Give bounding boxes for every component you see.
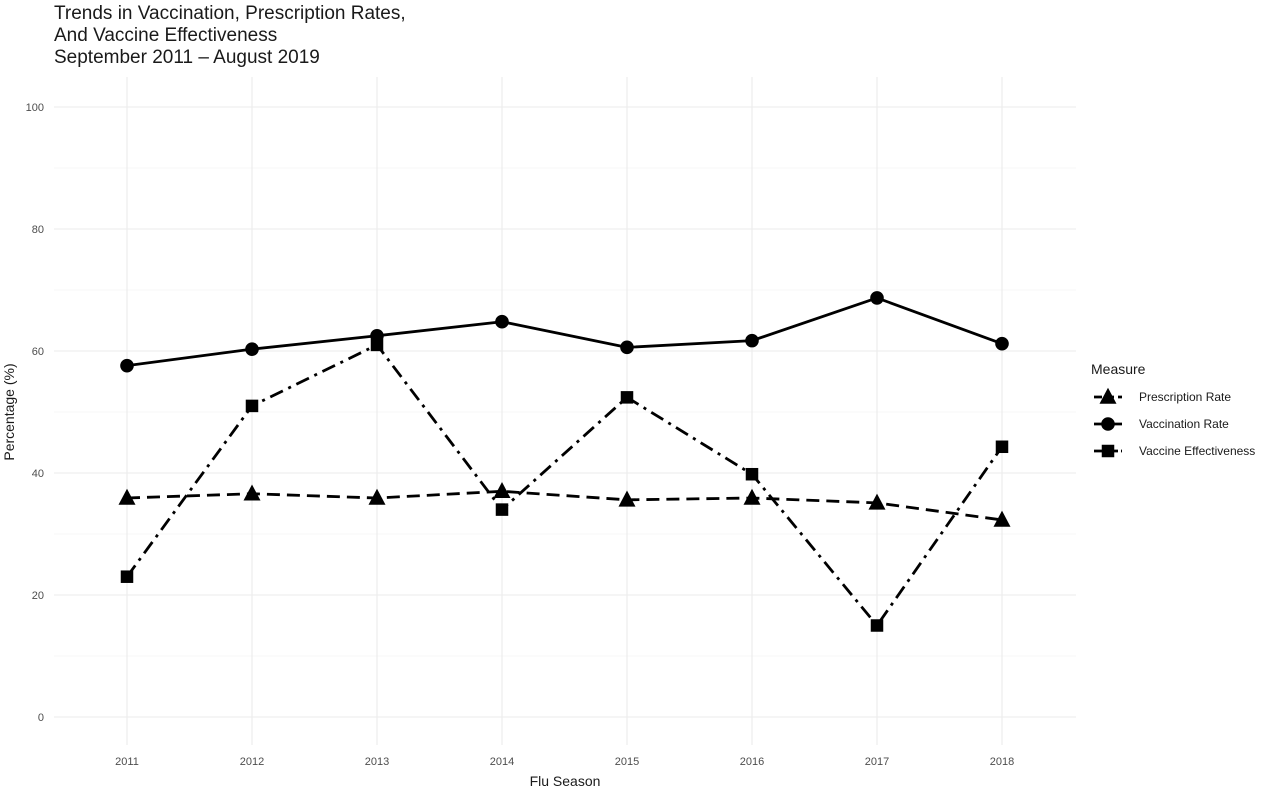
x-tick-label: 2014	[490, 756, 514, 768]
legend-item-vaccine-effectiveness: Vaccine Effectiveness	[1094, 444, 1255, 458]
data-point-prescription-rate	[368, 488, 386, 505]
data-point-vaccine-effectiveness	[370, 338, 384, 352]
y-tick-label: 100	[26, 102, 44, 114]
series-lines	[125, 296, 1004, 627]
y-tick-label: 60	[32, 346, 44, 358]
chart-title: Trends in Vaccination, Prescription Rate…	[54, 3, 406, 68]
chart-title-line-1: Trends in Vaccination, Prescription Rate…	[54, 3, 406, 24]
legend-key-marker	[1099, 387, 1117, 404]
y-tick-label: 0	[38, 712, 44, 724]
x-tick-label: 2015	[615, 756, 639, 768]
x-axis-title: Flu Season	[530, 773, 601, 789]
series-line-vaccination-rate	[126, 296, 1003, 368]
series-line-prescription-rate	[126, 489, 1003, 522]
data-point-prescription-rate	[243, 484, 261, 501]
y-tick-label: 20	[32, 590, 44, 602]
y-axis-tick-labels: 0 20 40 60 80 100	[26, 102, 44, 724]
chart-title-line-2: And Vaccine Effectiveness	[54, 25, 277, 46]
chart-title-line-3: September 2011 – August 2019	[54, 47, 320, 68]
x-tick-label: 2018	[990, 756, 1014, 768]
legend-title: Measure	[1091, 361, 1146, 377]
y-tick-label: 80	[32, 224, 44, 236]
data-point-vaccination-rate	[495, 314, 509, 329]
data-point-prescription-rate	[743, 488, 761, 505]
data-point-vaccine-effectiveness	[120, 570, 134, 583]
data-point-vaccination-rate	[870, 291, 884, 305]
series-line-vaccine-effectiveness	[125, 343, 1004, 627]
legend-label: Vaccine Effectiveness	[1139, 444, 1255, 458]
data-point-vaccination-rate	[995, 336, 1009, 351]
x-tick-label: 2013	[365, 756, 389, 768]
plot-gridlines	[54, 77, 1076, 745]
x-tick-label: 2012	[240, 756, 264, 768]
data-point-vaccine-effectiveness	[245, 399, 259, 413]
data-point-vaccination-rate	[620, 340, 634, 355]
legend-item-prescription-rate: Prescription Rate	[1094, 387, 1231, 404]
data-point-vaccine-effectiveness	[995, 440, 1009, 454]
legend-key-marker	[1101, 444, 1115, 458]
data-point-prescription-rate	[868, 493, 886, 510]
y-tick-label: 40	[32, 468, 44, 480]
data-point-vaccine-effectiveness	[745, 467, 759, 481]
y-axis-title: Percentage (%)	[1, 363, 17, 460]
legend-label: Prescription Rate	[1139, 390, 1231, 404]
x-axis-tick-labels: 2011 2012 2013 2014 2015 2016 2017 2018	[115, 756, 1014, 768]
data-point-vaccine-effectiveness	[620, 391, 634, 404]
x-tick-label: 2017	[865, 756, 889, 768]
data-point-vaccination-rate	[745, 333, 759, 348]
legend-label: Vaccination Rate	[1139, 417, 1229, 431]
data-point-vaccination-rate	[120, 358, 134, 373]
data-point-vaccine-effectiveness	[870, 619, 884, 632]
legend-items: Prescription Rate Vaccination Rate Vaccine…	[1094, 387, 1255, 458]
series-markers	[118, 291, 1011, 632]
data-point-vaccine-effectiveness	[495, 503, 509, 516]
legend-item-vaccination-rate: Vaccination Rate	[1094, 417, 1229, 431]
data-point-prescription-rate	[493, 482, 511, 499]
data-point-prescription-rate	[118, 488, 136, 505]
x-tick-label: 2016	[740, 756, 764, 768]
legend-key-marker	[1101, 417, 1115, 431]
legend: Measure Prescription Rate Vaccination Rat…	[1091, 361, 1255, 458]
data-point-prescription-rate	[618, 490, 636, 507]
data-point-prescription-rate	[993, 510, 1011, 527]
x-tick-label: 2011	[115, 756, 139, 768]
data-point-vaccination-rate	[245, 342, 259, 356]
